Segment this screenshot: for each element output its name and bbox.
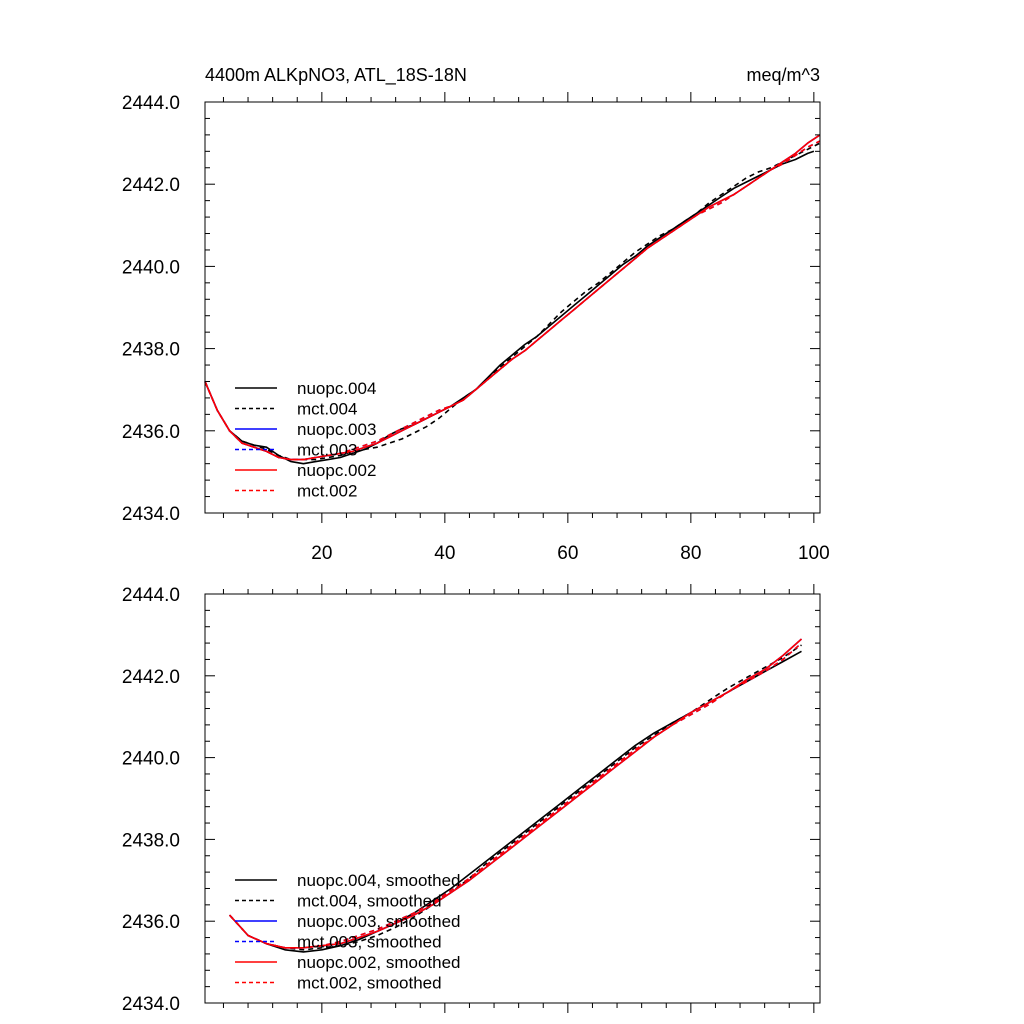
series-line xyxy=(229,638,803,949)
legend-entry-label: mct.004 xyxy=(297,400,357,419)
plot-units-label: meq/m^3 xyxy=(747,65,820,85)
y-tick-label: 2440.0 xyxy=(122,749,180,770)
legend-entry-label: nuopc.003 xyxy=(297,420,376,439)
x-tick-label: 60 xyxy=(557,543,578,564)
legend-entry-label: mct.003 xyxy=(297,441,357,460)
legend-entry-label: mct.004, smoothed xyxy=(297,892,442,911)
y-tick-label: 2434.0 xyxy=(122,994,180,1015)
y-tick-label: 2444.0 xyxy=(122,585,180,606)
x-tick-label: 100 xyxy=(798,543,830,564)
legend-entry-label: nuopc.004 xyxy=(297,379,376,398)
series-layer xyxy=(204,134,821,465)
plot-frame xyxy=(204,593,821,1004)
legend-entry-label: nuopc.002, smoothed xyxy=(297,953,461,972)
x-tick-label: 80 xyxy=(680,543,701,564)
y-tick-label: 2442.0 xyxy=(122,175,180,196)
legend-entry-label: mct.003, smoothed xyxy=(297,933,442,952)
series-line xyxy=(204,140,821,461)
y-tick-label: 2434.0 xyxy=(122,504,180,525)
series-line xyxy=(204,150,815,465)
y-tick-label: 2440.0 xyxy=(122,257,180,278)
y-tick-label: 2438.0 xyxy=(122,340,180,361)
y-tick-label: 2442.0 xyxy=(122,667,180,688)
legend-entry-label: nuopc.004, smoothed xyxy=(297,871,461,890)
x-tick-label: 40 xyxy=(434,543,455,564)
plot-title-left: 4400m ALKpNO3, ATL_18S-18N xyxy=(205,65,467,86)
axes: 2434.0 2436.0 2438.0 2440.0 2442.0 2444.0 xyxy=(122,584,820,1015)
y-tick-label: 2436.0 xyxy=(122,422,180,443)
legend-entry-label: mct.002 xyxy=(297,482,357,501)
axes: 2434.0 2436.0 2438.0 2440.0 2442.0 2444.0 20 40… xyxy=(122,92,830,564)
legend-entry-label: nuopc.003, smoothed xyxy=(297,912,461,931)
series-layer xyxy=(229,638,803,953)
x-tick-label: 20 xyxy=(311,543,332,564)
bottom-panel: 2434.0 2436.0 2438.0 2440.0 2442.0 2444.0 nuo… xyxy=(122,584,821,1015)
series-line xyxy=(229,642,803,949)
legend-entry-label: nuopc.002 xyxy=(297,461,376,480)
top-panel: 4400m ALKpNO3, ATL_18S-18N meq/m^3 2434.… xyxy=(122,65,830,564)
plot-frame xyxy=(204,101,821,514)
y-tick-label: 2436.0 xyxy=(122,912,180,933)
y-tick-label: 2444.0 xyxy=(122,93,180,114)
legend-entry-label: mct.002, smoothed xyxy=(297,974,442,993)
y-tick-label: 2438.0 xyxy=(122,830,180,851)
